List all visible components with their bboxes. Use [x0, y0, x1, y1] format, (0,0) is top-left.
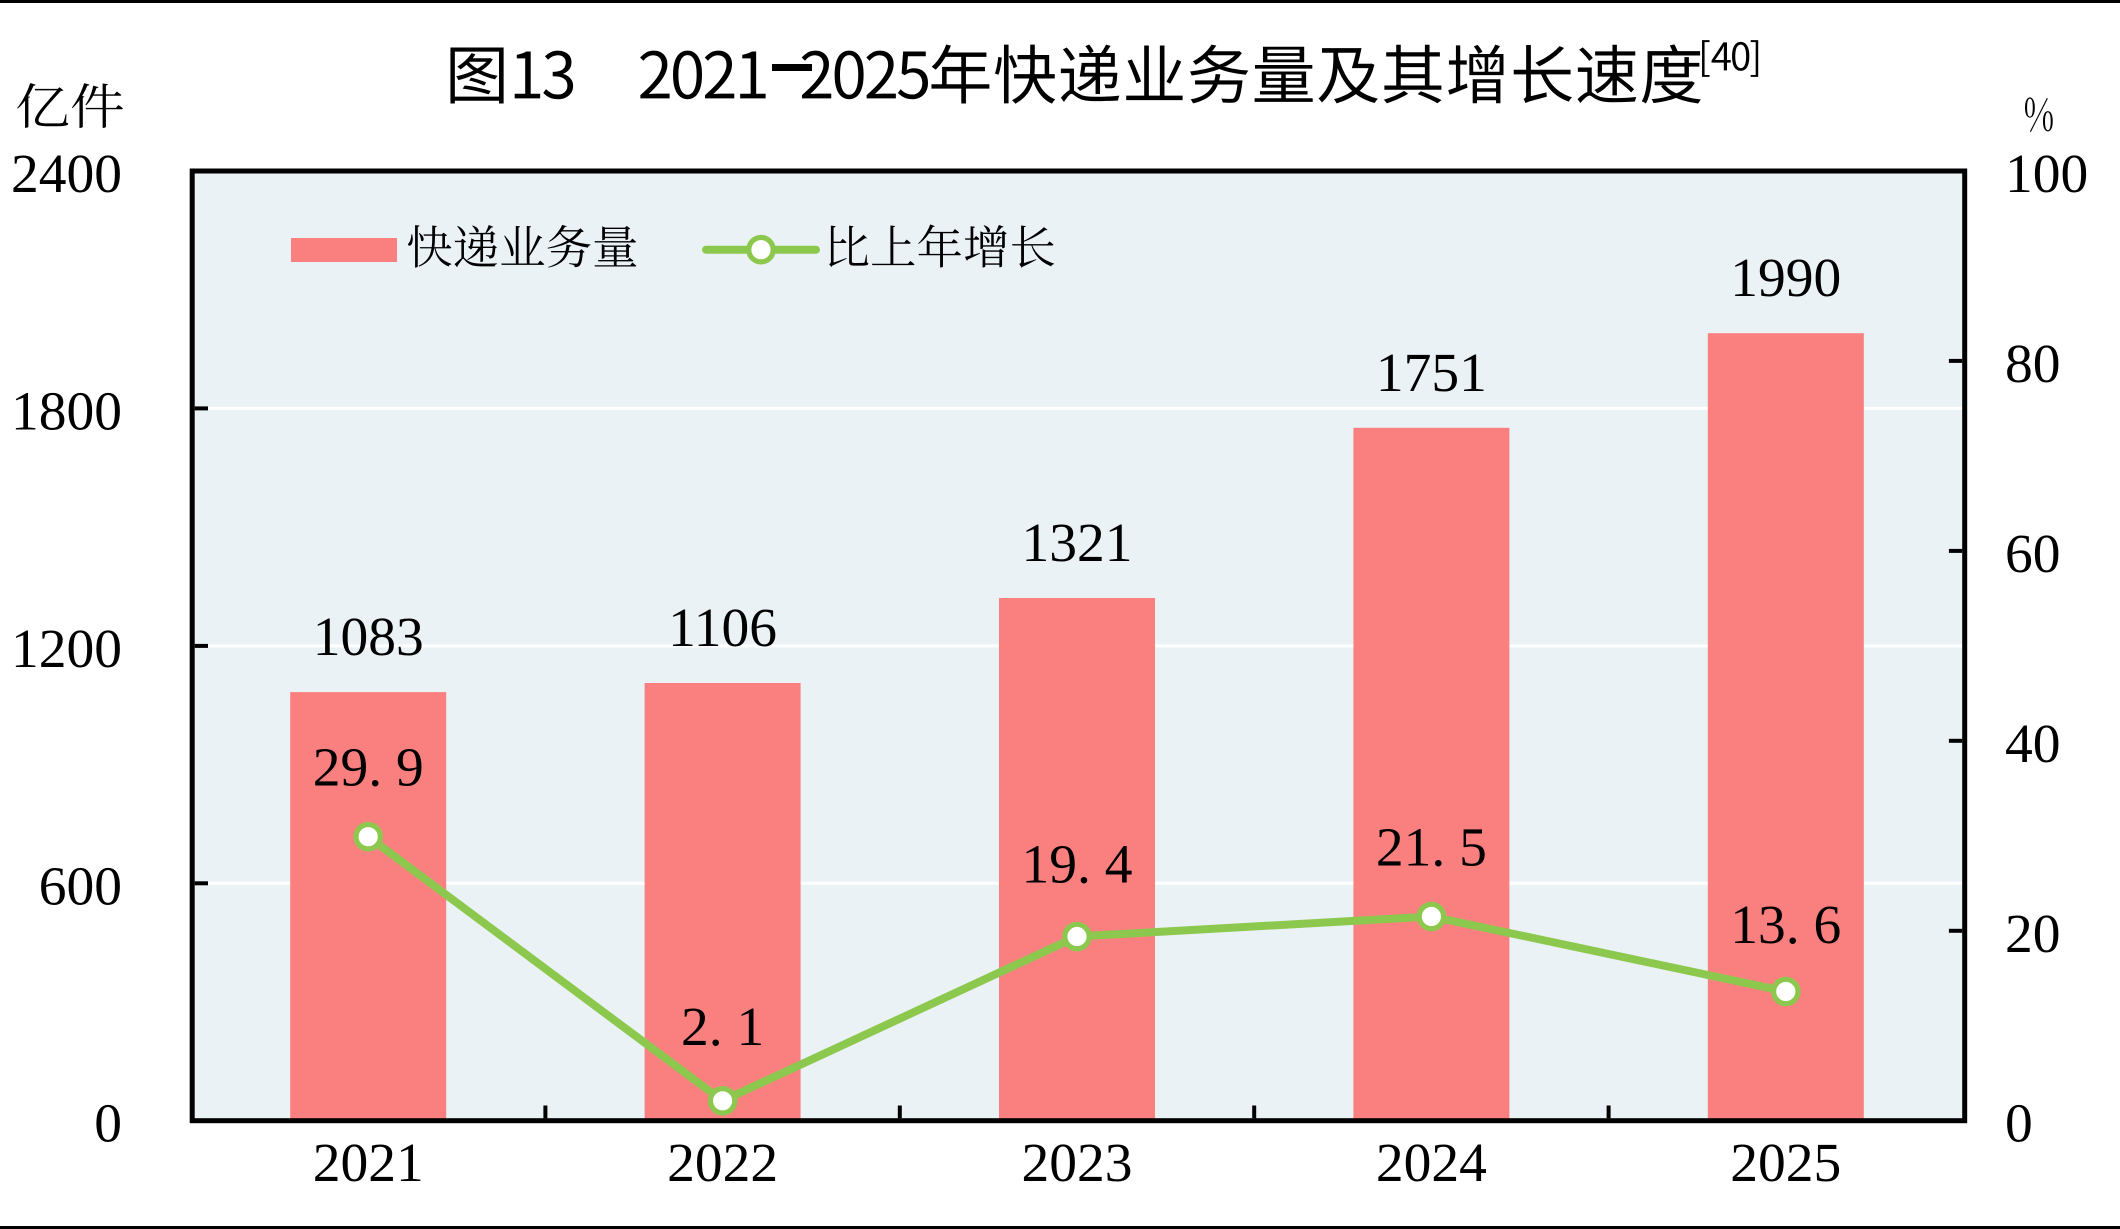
svg-text:0: 0 [2005, 1094, 2033, 1155]
svg-text:2023: 2023 [1022, 1133, 1133, 1194]
svg-text:100: 100 [2005, 144, 2088, 205]
svg-text:1200: 1200 [11, 619, 122, 680]
svg-text:21. 5: 21. 5 [1376, 818, 1487, 879]
svg-text:1800: 1800 [11, 381, 122, 442]
svg-text:80: 80 [2005, 334, 2061, 395]
svg-text:2. 1: 2. 1 [681, 997, 764, 1058]
svg-text:2021: 2021 [313, 1133, 424, 1194]
svg-text:1990: 1990 [1730, 248, 1841, 309]
svg-text:1321: 1321 [1022, 513, 1133, 574]
svg-text:1751: 1751 [1376, 343, 1487, 404]
svg-text:2024: 2024 [1376, 1133, 1487, 1194]
svg-text:2400: 2400 [11, 144, 122, 205]
svg-text:20: 20 [2005, 904, 2061, 965]
svg-text:0: 0 [94, 1094, 122, 1155]
svg-text:40: 40 [2005, 714, 2061, 775]
svg-text:60: 60 [2005, 524, 2061, 585]
svg-text:2025: 2025 [1730, 1133, 1841, 1194]
svg-text:600: 600 [39, 856, 122, 917]
svg-text:19. 4: 19. 4 [1022, 835, 1133, 896]
svg-text:1106: 1106 [668, 598, 777, 659]
svg-text:2022: 2022 [667, 1133, 778, 1194]
svg-text:1083: 1083 [313, 607, 424, 668]
svg-text:29. 9: 29. 9 [313, 738, 424, 799]
svg-text:13. 6: 13. 6 [1730, 895, 1841, 956]
